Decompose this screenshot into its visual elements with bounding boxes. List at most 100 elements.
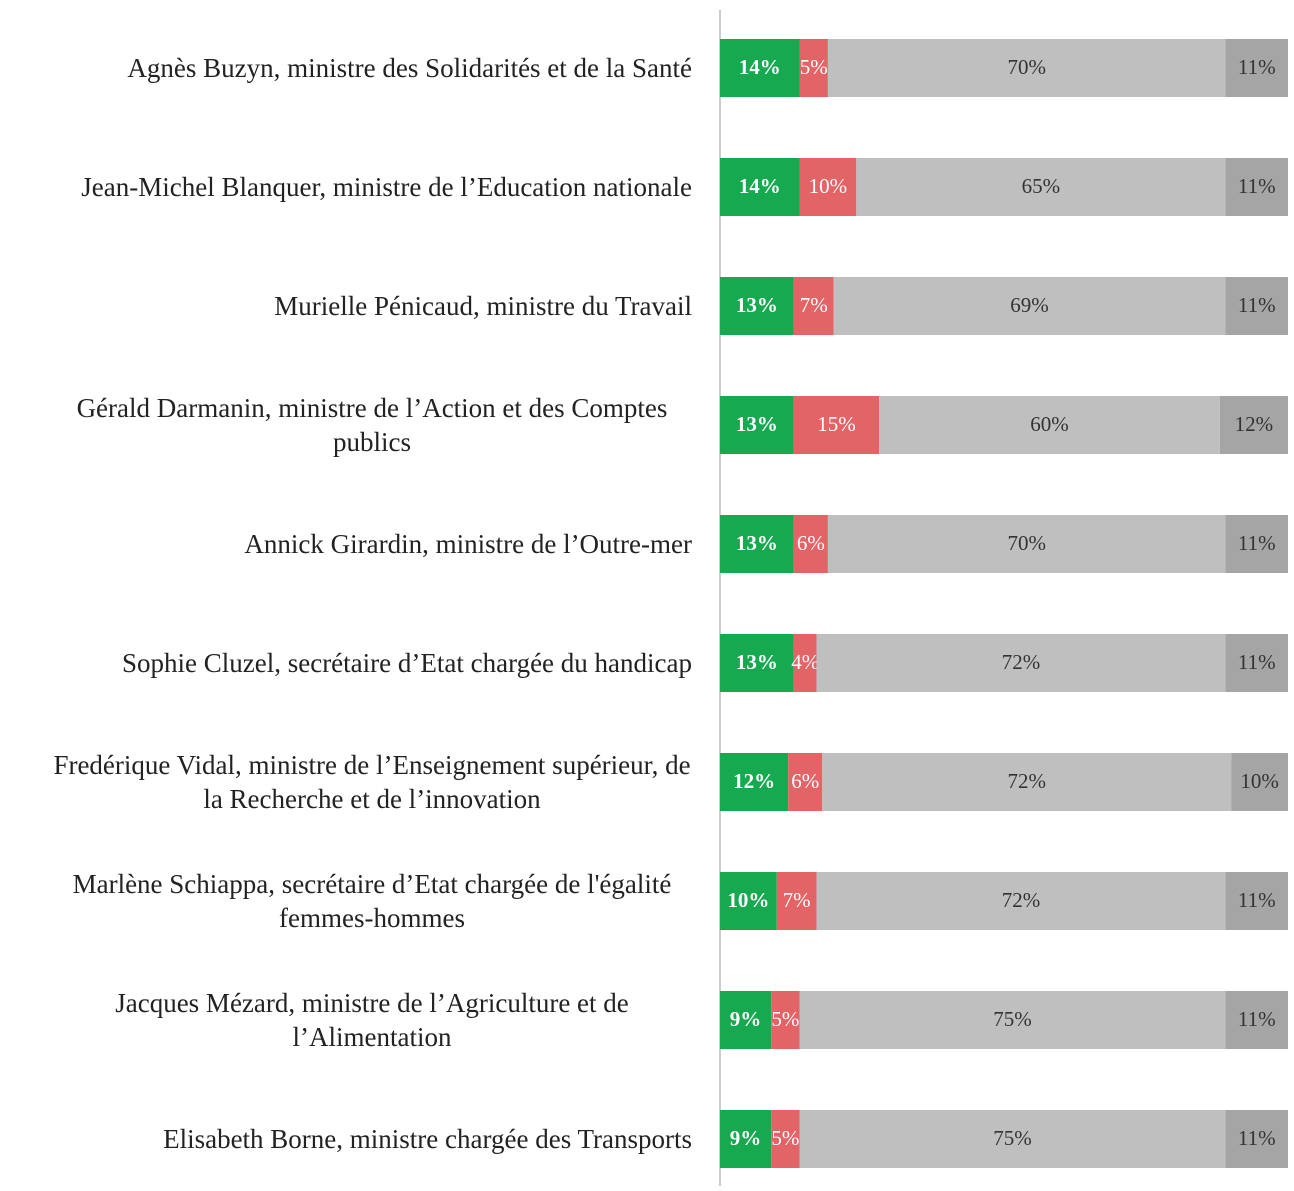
category-label: Annick Girardin, ministre de l’Outre-mer — [244, 529, 692, 559]
bar-segment — [793, 396, 880, 454]
category-label-box: Fredérique Vidal, ministre de l’Enseigne… — [0, 732, 692, 832]
bar-segment — [720, 158, 800, 216]
bar-segment — [799, 1110, 1226, 1168]
category-label-box: Agnès Buzyn, ministre des Solidarités et… — [0, 18, 692, 118]
bar-segment — [720, 396, 794, 454]
category-label: Marlène Schiappa, secrétaire d’Etat char… — [72, 869, 672, 933]
data-label: 13% — [736, 650, 778, 674]
bar-segment — [720, 277, 794, 335]
data-label: 12% — [1235, 412, 1274, 436]
bar-segment — [720, 991, 772, 1049]
data-label: 5% — [771, 1007, 799, 1031]
data-label: 11% — [1238, 531, 1276, 555]
data-label: 11% — [1238, 650, 1276, 674]
bar-segment — [720, 515, 794, 573]
category-label: Fredérique Vidal, ministre de l’Enseigne… — [53, 750, 691, 814]
data-label: 70% — [1007, 55, 1046, 79]
bar-segment — [827, 39, 1226, 97]
bar-segment — [771, 991, 800, 1049]
bar-segment — [1225, 277, 1288, 335]
bar-segment — [793, 634, 817, 692]
data-label: 4% — [791, 650, 819, 674]
category-label: Gérald Darmanin, ministre de l’Action et… — [76, 393, 668, 457]
category-label-box: Sophie Cluzel, secrétaire d’Etat chargée… — [0, 613, 692, 713]
data-label: 75% — [993, 1007, 1032, 1031]
bar-segment — [720, 1110, 772, 1168]
bar-segment — [827, 515, 1226, 573]
bar-segment — [816, 872, 1226, 930]
category-label-box: Jean-Michel Blanquer, ministre de l’Educ… — [0, 137, 692, 237]
bar-segment — [776, 872, 817, 930]
category-label-box: Elisabeth Borne, ministre chargée des Tr… — [0, 1089, 692, 1189]
data-label: 10% — [809, 174, 848, 198]
category-label: Elisabeth Borne, ministre chargée des Tr… — [163, 1124, 692, 1154]
data-label: 10% — [1240, 769, 1279, 793]
bar-segment — [799, 991, 1226, 1049]
bar-segment — [1225, 39, 1288, 97]
category-label: Agnès Buzyn, ministre des Solidarités et… — [127, 53, 692, 83]
bar-segment — [720, 872, 777, 930]
category-label: Murielle Pénicaud, ministre du Travail — [274, 291, 692, 321]
bar-segment — [833, 277, 1226, 335]
bar-segment — [720, 634, 794, 692]
data-label: 14% — [739, 174, 781, 198]
bar-segment — [1225, 158, 1288, 216]
bar-segment — [1225, 872, 1288, 930]
category-label: Jacques Mézard, ministre de l’Agricultur… — [115, 988, 629, 1052]
category-label-box: Jacques Mézard, ministre de l’Agricultur… — [0, 970, 692, 1070]
data-label: 6% — [791, 769, 819, 793]
data-label: 5% — [771, 1126, 799, 1150]
category-label: Jean-Michel Blanquer, ministre de l’Educ… — [81, 172, 692, 202]
bar-segment — [720, 753, 789, 811]
data-label: 9% — [730, 1126, 762, 1150]
bar-segment — [822, 753, 1232, 811]
data-label: 7% — [783, 888, 811, 912]
data-label: 11% — [1238, 174, 1276, 198]
bar-segment — [771, 1110, 800, 1168]
bar-segment — [1225, 515, 1288, 573]
data-label: 14% — [739, 55, 781, 79]
data-label: 69% — [1010, 293, 1049, 317]
bar-segment — [1225, 991, 1288, 1049]
data-label: 5% — [800, 55, 828, 79]
data-label: 11% — [1238, 293, 1276, 317]
data-label: 11% — [1238, 888, 1276, 912]
data-label: 72% — [1007, 769, 1046, 793]
data-label: 11% — [1238, 55, 1276, 79]
bar-segment — [720, 39, 800, 97]
data-label: 11% — [1238, 1126, 1276, 1150]
data-label: 15% — [817, 412, 856, 436]
data-label: 70% — [1007, 531, 1046, 555]
data-label: 13% — [736, 412, 778, 436]
bar-segment — [793, 277, 834, 335]
data-label: 72% — [1002, 888, 1041, 912]
category-label-box: Murielle Pénicaud, ministre du Travail — [0, 256, 692, 356]
bar-segment — [799, 39, 828, 97]
category-label-box: Gérald Darmanin, ministre de l’Action et… — [0, 375, 692, 475]
category-label-box: Marlène Schiappa, secrétaire d’Etat char… — [0, 851, 692, 951]
bar-segment — [1225, 1110, 1288, 1168]
bar-segment — [1231, 753, 1288, 811]
bar-segment — [793, 515, 828, 573]
data-label: 13% — [736, 293, 778, 317]
bar-segment — [879, 396, 1220, 454]
data-label: 75% — [993, 1126, 1032, 1150]
data-label: 6% — [797, 531, 825, 555]
bar-segment — [1219, 396, 1288, 454]
bar-segment — [816, 634, 1226, 692]
data-label: 72% — [1002, 650, 1041, 674]
bar-segment — [799, 158, 857, 216]
data-label: 7% — [800, 293, 828, 317]
category-label: Sophie Cluzel, secrétaire d’Etat chargée… — [121, 648, 692, 678]
data-label: 10% — [727, 888, 769, 912]
data-label: 12% — [733, 769, 775, 793]
data-label: 9% — [730, 1007, 762, 1031]
data-label: 13% — [736, 531, 778, 555]
bar-segment — [788, 753, 823, 811]
category-label-box: Annick Girardin, ministre de l’Outre-mer — [0, 494, 692, 594]
data-label: 11% — [1238, 1007, 1276, 1031]
data-label: 60% — [1030, 412, 1069, 436]
bar-segment — [856, 158, 1226, 216]
